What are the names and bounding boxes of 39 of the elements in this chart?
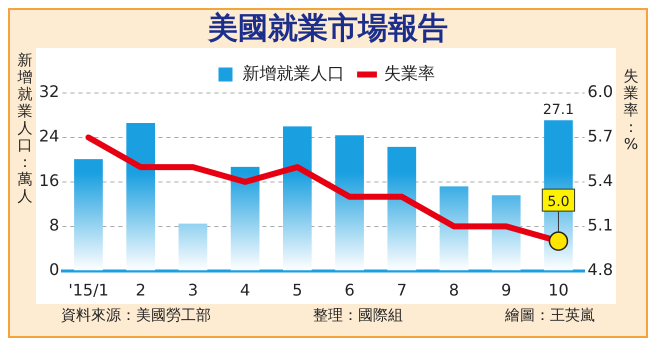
x-tick-label: 3 — [188, 280, 198, 300]
bar — [387, 146, 416, 270]
text: 新增就業人口：萬人 — [18, 51, 32, 205]
y2-tick-label: 5.4 — [588, 171, 614, 190]
y2-tick-label: 5.1 — [588, 216, 614, 235]
data-label: 27.1 — [542, 102, 574, 118]
y-tick-label: 16 — [39, 171, 60, 190]
bar — [492, 195, 521, 270]
x-tick-label: 7 — [396, 280, 407, 300]
bar — [335, 135, 364, 270]
x-tick-label: '15/1 — [68, 280, 109, 300]
y2-tick-label: 5.7 — [588, 126, 614, 146]
y-tick-label: 32 — [39, 82, 60, 102]
bar — [126, 123, 156, 270]
chart-title: 美國就業市場報告 — [206, 10, 449, 48]
y2-axis-title: 失業率：% — [622, 67, 640, 153]
x-tick-label: 6 — [344, 280, 355, 300]
data-label: 5.0 — [547, 194, 570, 210]
y-tick-label: 0 — [49, 260, 60, 279]
legend-label: 失業率 — [384, 64, 435, 84]
x-tick-label: 8 — [448, 280, 460, 300]
y2-tick-label: 6.0 — [588, 82, 614, 102]
bar — [230, 166, 260, 270]
x-tick-label: 2 — [136, 280, 146, 300]
legend-label: 新增就業人口 — [242, 64, 344, 84]
bar — [74, 159, 103, 270]
x-tick-label: 4 — [240, 280, 250, 300]
bar — [178, 224, 208, 270]
x-tick-label: 10 — [548, 280, 569, 300]
text: 整理：國際組 — [313, 306, 403, 325]
bar — [440, 186, 468, 270]
y2-tick-label: 4.8 — [588, 260, 614, 279]
bar — [282, 126, 312, 270]
text: 繪圖：王英嵐 — [505, 306, 595, 325]
y-tick-label: 24 — [39, 126, 60, 146]
source-note: 資料來源：美國勞工部 — [61, 306, 211, 325]
y-tick-label: 8 — [49, 216, 60, 235]
x-tick-label: 5 — [292, 280, 302, 300]
x-tick-label: 9 — [501, 280, 512, 300]
